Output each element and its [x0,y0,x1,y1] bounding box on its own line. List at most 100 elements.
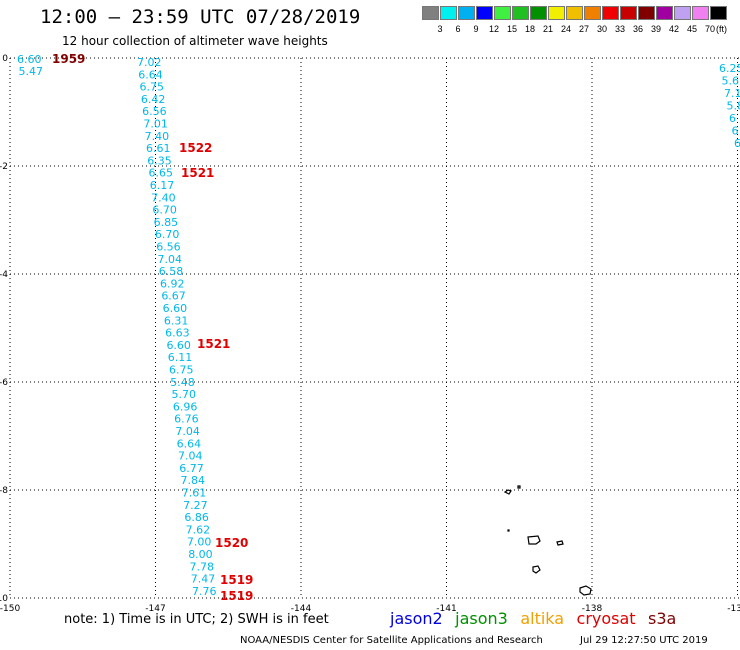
pass-time-labels: 1959 1522 1521 1521 1520 1519 1519 [52,52,253,603]
wave-height-value: 6 [729,112,736,125]
island-outline [503,489,512,495]
legend-swatch [530,6,547,20]
wave-height-value: 6.25 [719,62,740,75]
credit-text: NOAA/NESDIS Center for Satellite Applica… [240,635,543,646]
wave-height-value: 6.58 [159,265,184,278]
legend-swatch [584,6,601,20]
pass-time-label: 1521 [197,337,230,351]
lon-tick-label: -138 [582,604,603,614]
wave-height-value: 5.47 [19,65,44,78]
island-outline [527,535,541,545]
wave-height-value: 6 [732,125,739,138]
satellite-jason3: jason3 [455,609,508,628]
pass-time-label: 1519 [220,573,253,587]
legend-label: 39 [650,24,662,34]
wave-height-value: 6.60 [163,302,188,315]
pass-time-label: 1521 [181,166,214,180]
wave-height-value: 5.48 [170,376,195,389]
legend-swatch [638,6,655,20]
footer-note: note: 1) Time is in UTC; 2) SWH is in fe… [64,612,329,627]
axis-tick-labels: -150 -147 -144 -141 -138 -135 0 -2 -4 -6 -8 -10 [0,54,740,614]
legend-label: 70 [704,24,716,34]
wave-height-value: 6.85 [154,216,179,229]
island-outline [507,529,510,532]
legend-label: 30 [596,24,608,34]
wave-height-value: 7.62 [186,523,211,536]
satellite-jason2: jason2 [390,609,443,628]
legend-swatch [422,6,439,20]
legend-swatch [692,6,709,20]
legend-label: 33 [614,24,626,34]
map-title: 12:00 — 23:59 UTC 07/28/2019 [40,6,361,28]
pass-time-label: 1959 [52,52,85,66]
legend-label: 24 [560,24,572,34]
wave-height-value: 7.78 [189,560,214,573]
wave-height-value: 6.17 [150,179,175,192]
legend-swatch [458,6,475,20]
legend-swatch [494,6,511,20]
wave-height-value: 6.75 [169,364,194,377]
wave-height-value: 7.40 [151,191,176,204]
satellite-cryosat: cryosat [576,609,636,628]
wave-height-value: 5.67 [722,75,740,88]
wave-height-value: 6.64 [138,68,163,81]
satellite-s3a: s3a [648,609,677,628]
wave-height-value: 5.70 [172,388,197,401]
lon-tick-label: -141 [436,604,456,614]
wave-height-value: 6.63 [165,327,190,340]
wave-height-value: 7.00 [187,536,212,549]
pass-time-label: 1522 [179,141,212,155]
lat-tick-label: -8 [0,486,8,496]
wave-height-value: 6.70 [155,228,180,241]
wave-height-value: 6.92 [160,277,185,290]
legend-swatch [620,6,637,20]
legend-swatch [656,6,673,20]
lat-tick-label: 0 [2,54,8,64]
wave-height-value: 6.61 [146,142,171,155]
lon-tick-label: -144 [291,604,312,614]
wave-height-value: 7.84 [181,474,206,487]
wave-height-value: 7.1 [724,87,740,100]
wave-height-value: 6.75 [140,81,165,94]
wave-height-value: 6.31 [164,314,189,327]
legend-label: 3 [437,24,443,34]
wave-height-value: 6.56 [156,241,181,254]
wave-height-value: 6.77 [179,462,204,475]
wave-height-value: 6 [734,137,740,150]
wave-height-value: 6.86 [184,511,209,524]
legend-swatch [512,6,529,20]
wave-height-value: 8.00 [188,548,213,561]
lon-tick-label: -150 [0,604,20,614]
island-outline [556,540,564,546]
wave-height-value: 6.60 [166,339,191,352]
legend-label: 42 [668,24,680,34]
wave-height-value: 6.67 [161,290,186,303]
wave-height-value: 6.56 [142,105,167,118]
island-outline [579,585,592,596]
wave-height-value: 7.27 [183,499,208,512]
lon-tick-label: -147 [145,604,165,614]
legend-swatch [566,6,583,20]
satellite-legend: jason2 jason3 altika cryosat s3a [390,609,684,629]
wave-height-value: 7.04 [178,450,203,463]
lat-tick-label: -6 [0,378,8,388]
wave-height-color-legend: 3 6 9 12 15 18 21 24 27 30 33 36 39 42 45 70 (ft) [422,6,740,36]
island-outlines [503,485,592,596]
legend-label: 15 [506,24,518,34]
wave-height-value: 7.76 [192,585,217,598]
wave-height-value: 7.61 [182,487,207,500]
wave-height-value: 7.47 [191,573,216,586]
legend-swatch [674,6,691,20]
generated-datetime: Jul 29 12:27:50 UTC 2019 [580,635,708,646]
legend-label: 6 [455,24,461,34]
wave-height-value: 6.76 [174,413,199,426]
pass-time-label: 1520 [215,536,248,550]
legend-swatch [710,6,727,20]
wave-height-value: 6.64 [177,437,202,450]
legend-label: 36 [632,24,644,34]
lat-tick-label: -2 [0,162,8,172]
wave-height-value: 6.96 [173,400,198,413]
island-outline [517,485,521,489]
legend-label: 18 [524,24,536,34]
